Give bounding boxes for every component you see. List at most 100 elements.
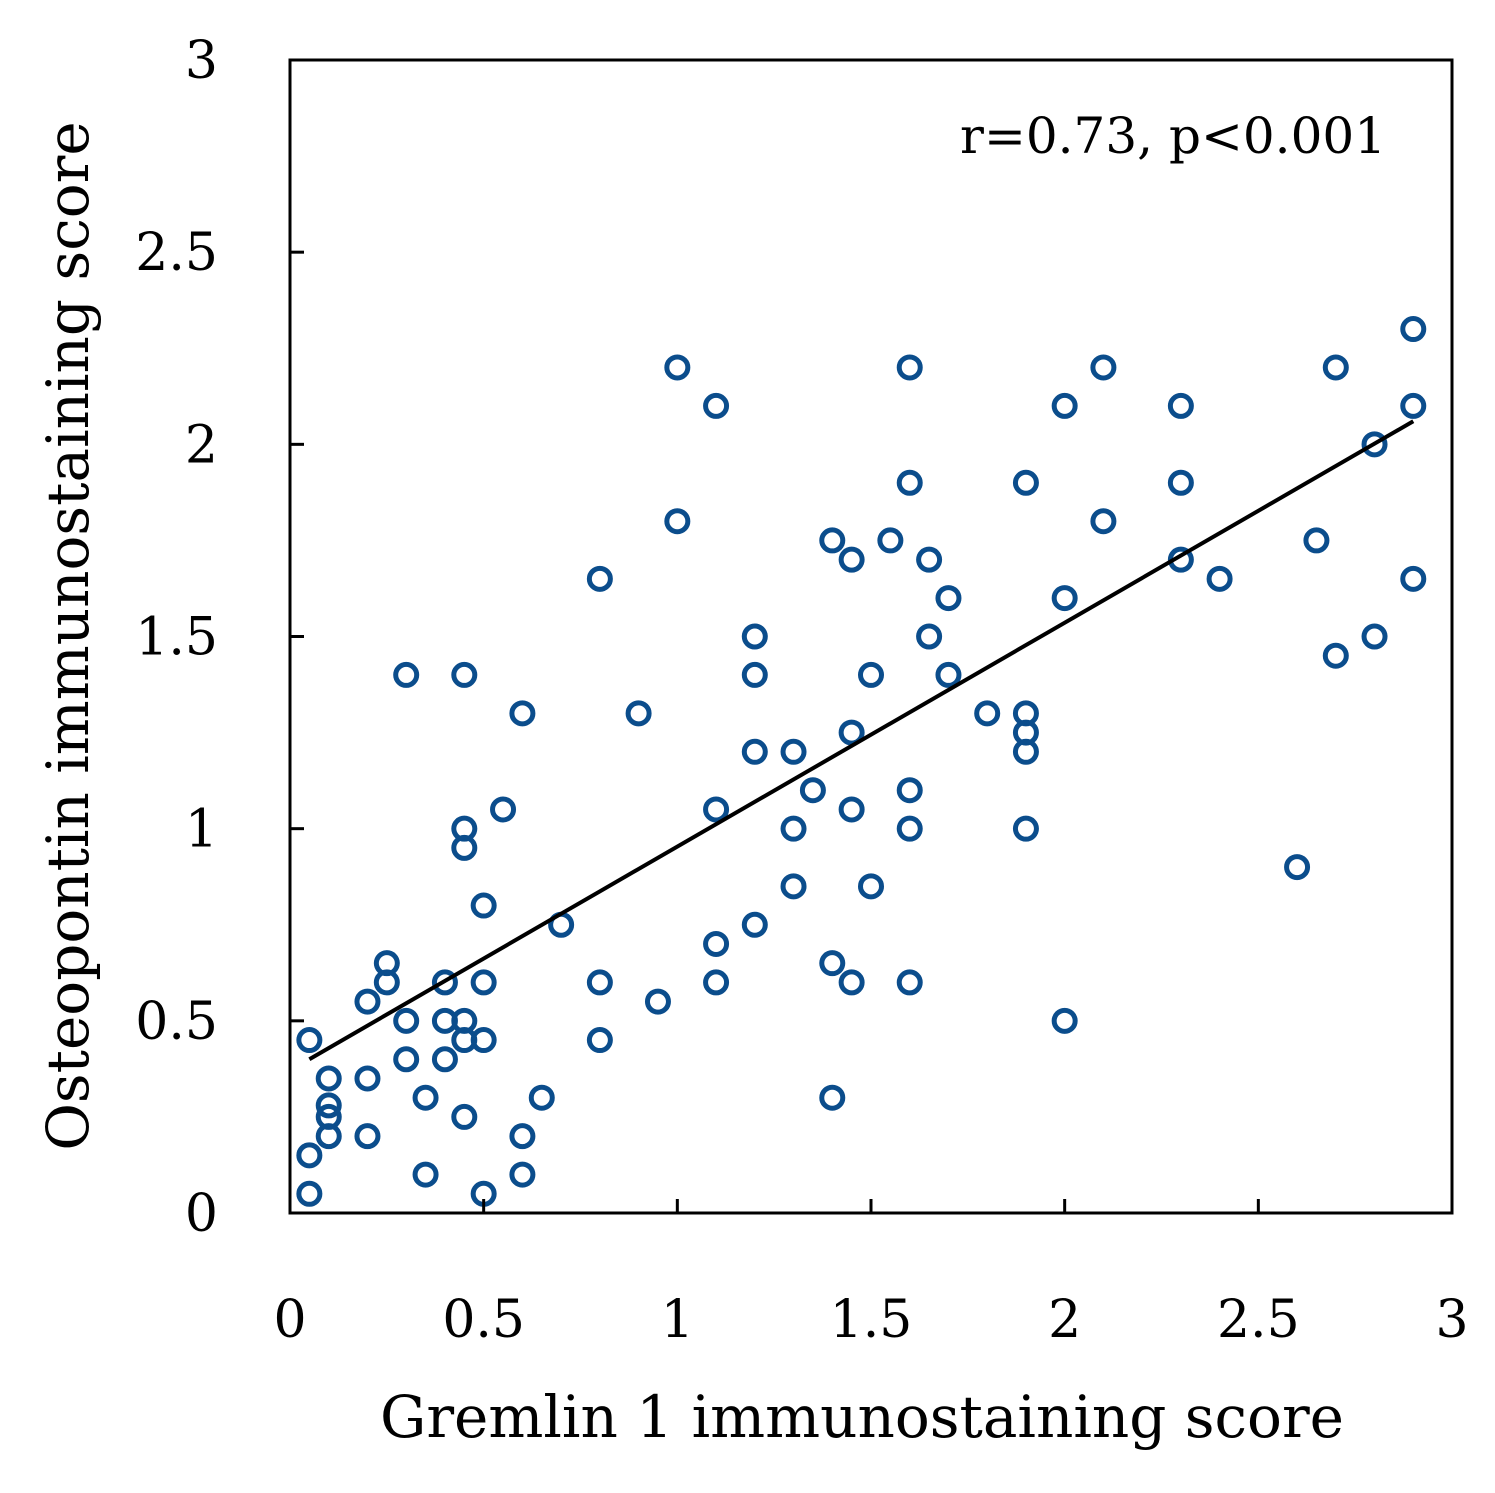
data-point xyxy=(838,969,865,996)
data-point xyxy=(780,873,807,900)
data-point xyxy=(1400,316,1427,343)
plot-frame xyxy=(288,58,1454,1215)
data-point xyxy=(373,969,400,996)
data-point xyxy=(451,1103,478,1130)
data-point xyxy=(935,585,962,612)
data-point xyxy=(896,969,923,996)
data-point xyxy=(644,988,671,1015)
data-point xyxy=(896,777,923,804)
data-point xyxy=(664,508,691,535)
data-point xyxy=(1303,527,1330,554)
data-point xyxy=(315,1065,342,1092)
data-point xyxy=(315,1092,342,1119)
data-point xyxy=(412,1161,439,1188)
data-point xyxy=(296,1180,323,1207)
data-point xyxy=(703,930,730,957)
data-point xyxy=(858,873,884,900)
data-point xyxy=(1090,354,1117,381)
data-point xyxy=(509,1123,536,1150)
data-point xyxy=(296,1027,323,1054)
data-point xyxy=(877,527,904,554)
data-point xyxy=(1400,392,1427,419)
x-tick-label: 2.5 xyxy=(1217,1290,1300,1350)
data-point xyxy=(896,815,923,842)
data-point xyxy=(838,796,865,823)
y-tick-label: 1 xyxy=(185,800,218,860)
ticks-layer xyxy=(290,250,1260,1213)
data-point xyxy=(1361,623,1388,650)
data-point xyxy=(431,969,458,996)
data-point xyxy=(1167,469,1194,496)
data-point xyxy=(664,354,691,381)
data-point xyxy=(916,546,943,573)
data-point xyxy=(625,700,652,727)
markers-layer xyxy=(296,316,1427,1207)
data-point xyxy=(528,1084,555,1111)
data-point xyxy=(470,1027,497,1054)
correlation-annotation: r=0.73, p<0.001 xyxy=(960,107,1386,165)
data-point xyxy=(1090,508,1117,535)
tick-labels-layer: 0 0.5 1 1.5 2 2.5 3 0 0.5 1 1.5 2 2.5 3 xyxy=(135,31,1468,1350)
data-point xyxy=(315,1123,342,1150)
data-point xyxy=(703,796,730,823)
x-tick-label: 0 xyxy=(273,1290,306,1350)
data-point xyxy=(470,892,497,919)
data-point xyxy=(451,834,478,861)
data-point xyxy=(703,392,730,419)
y-tick-label: 0 xyxy=(185,1184,218,1244)
data-point xyxy=(1284,854,1311,881)
x-axis-title: Gremlin 1 immunostaining score xyxy=(380,1383,1344,1451)
y-tick-label: 2 xyxy=(185,415,218,475)
x-tick-label: 1 xyxy=(661,1290,694,1350)
y-tick-label: 3 xyxy=(185,31,218,91)
data-point xyxy=(1167,392,1194,419)
data-point xyxy=(470,969,497,996)
data-point xyxy=(393,661,420,688)
data-point xyxy=(586,969,613,996)
data-point xyxy=(819,527,846,554)
data-point xyxy=(1051,392,1078,419)
data-point xyxy=(838,719,865,746)
trendline-layer xyxy=(308,419,1415,1061)
data-point xyxy=(509,700,536,727)
data-point xyxy=(1051,1007,1078,1034)
data-point xyxy=(393,1046,420,1073)
data-point xyxy=(1012,469,1039,496)
data-point xyxy=(819,950,846,977)
data-point xyxy=(780,815,807,842)
data-point xyxy=(1361,431,1388,458)
data-point xyxy=(741,911,768,938)
data-point xyxy=(896,354,923,381)
regression-line xyxy=(308,419,1415,1061)
data-point xyxy=(586,1027,613,1054)
data-point xyxy=(780,738,807,765)
data-point xyxy=(354,1123,381,1150)
data-point xyxy=(974,700,1001,727)
y-tick-label: 0.5 xyxy=(135,992,218,1052)
data-point xyxy=(509,1161,536,1188)
data-point xyxy=(354,1065,381,1092)
data-point xyxy=(431,1046,458,1073)
x-tick-label: 3 xyxy=(1435,1290,1468,1350)
data-point xyxy=(896,469,923,496)
data-point xyxy=(916,623,943,650)
data-point xyxy=(354,988,381,1015)
x-tick-label: 0.5 xyxy=(442,1290,525,1350)
data-point xyxy=(819,1084,846,1111)
data-point xyxy=(296,1142,323,1169)
y-tick-label: 1.5 xyxy=(135,608,218,668)
x-tick-label: 2 xyxy=(1048,1290,1081,1350)
data-point xyxy=(741,738,768,765)
data-point xyxy=(1400,565,1427,592)
data-point xyxy=(393,1007,420,1034)
y-axis-title: Osteopontin immunostaining score xyxy=(34,121,102,1150)
y-tick-label: 2.5 xyxy=(135,223,218,283)
data-point xyxy=(451,661,478,688)
x-tick-label: 1.5 xyxy=(830,1290,913,1350)
data-point xyxy=(935,661,962,688)
data-point xyxy=(741,661,768,688)
data-point xyxy=(412,1084,439,1111)
data-point xyxy=(1012,815,1039,842)
